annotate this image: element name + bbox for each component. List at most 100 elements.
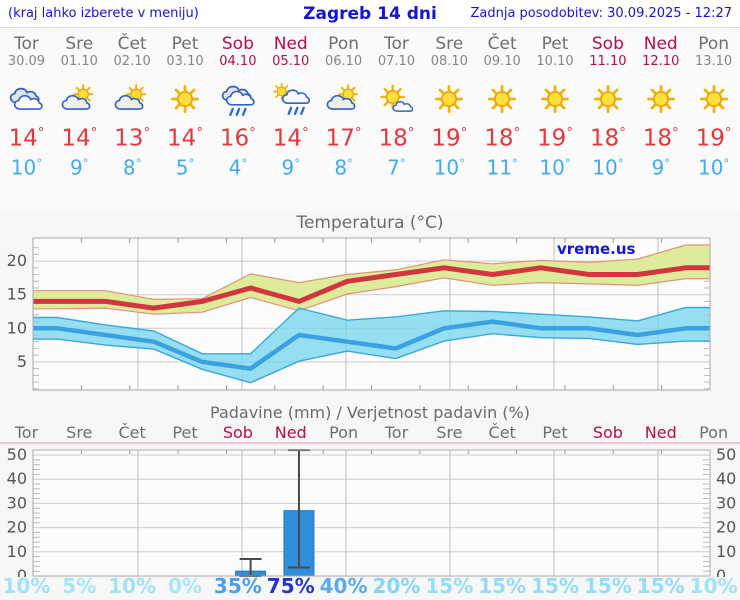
temp-max: 14° [167,125,203,152]
forecast-day[interactable]: Pet 03.10 14° 5° [159,28,212,212]
mostly-sunny-icon [370,82,423,117]
sunny-icon [159,82,212,117]
temp-min: 4° [228,155,248,180]
forecast-day[interactable]: Sre 08.10 19° 10° [423,28,476,212]
precip-day-labels: Tor Sre Čet Pet Sob Ned Pon Tor Sre Čet Pet Sob Ned P… [0,423,740,442]
precip-day-label: Pet [542,423,568,442]
precip-chart: 0 0 10 10 20 20 30 30 40 40 50 50 [0,442,740,577]
temp-max: 17° [325,125,362,152]
day-date: 07.10 [377,54,416,69]
degree-symbol: ° [724,126,732,141]
forecast-day[interactable]: Tor 07.10 18° 7° [370,28,423,212]
temp-max: 14° [272,125,309,152]
temp-max: 14° [61,125,98,152]
precip-day-label: Čet [488,423,516,442]
precip-probability: 20% [372,574,421,598]
precip-probability: 15% [583,574,632,598]
temp-max: 19° [431,125,468,152]
day-name: Tor [384,34,409,54]
svg-text:20: 20 [7,251,27,270]
temp-max: 19° [537,125,573,152]
degree-symbol: ° [302,126,309,141]
forecast-day[interactable]: Čet 02.10 13° 8° [106,28,159,212]
degree-symbol: ° [135,155,142,170]
degree-symbol: ° [617,155,624,170]
day-date: 01.10 [60,54,98,69]
day-date: 08.10 [430,54,468,69]
svg-text:50: 50 [716,445,736,464]
day-name: Tor [13,34,39,54]
forecast-day[interactable]: Ned 12.10 18° 9° [634,28,687,212]
degree-symbol: ° [196,126,203,141]
temp-min: 9° [70,155,89,180]
sunny-icon [423,82,476,117]
partly-icon [106,82,159,117]
forecast-day[interactable]: Pon 06.10 17° 8° [317,28,370,212]
temperature-chart: 5 10 15 20 vreme.us [7,237,711,391]
precip-probability: 15% [636,574,685,598]
temp-min: 7° [387,155,406,180]
forecast-day[interactable]: Pet 10.10 19° 10° [529,28,582,212]
temp-max: 16° [219,125,256,152]
svg-text:15: 15 [7,285,27,304]
degree-symbol: ° [619,126,626,141]
temp-min: 11° [486,155,518,180]
degree-symbol: ° [82,155,89,170]
precip-prob-labels: 10% 5% 10% 0% 35% 75% 40% 20% 15% 15% 15% 15% 15% 10% [0,574,740,598]
forecast-day[interactable]: Čet 09.10 18° 11° [476,28,529,212]
temp-min: 10° [592,155,624,180]
temp-max: 18° [484,125,521,152]
day-date: 03.10 [166,54,204,69]
degree-symbol: ° [90,126,98,141]
precip-day-label: Tor [14,423,39,442]
degree-symbol: ° [566,126,573,141]
temp-max: 13° [114,125,151,152]
sunny-icon [687,82,740,117]
degree-symbol: ° [460,126,468,141]
day-name: Ned [643,34,678,54]
svg-text:50: 50 [7,445,27,464]
precip-probability: 10% [108,574,157,598]
day-name: Sre [65,34,94,54]
temp-max: 19° [695,125,732,152]
forecast-day[interactable]: Sre 01.10 14° 9° [53,28,106,212]
forecast-day[interactable]: Sob 04.10 16° 4° [211,28,264,212]
svg-text:40: 40 [716,469,736,488]
degree-symbol: ° [36,155,43,170]
degree-symbol: ° [188,155,195,170]
page-title: Zagreb 14 dni [303,4,437,24]
degree-symbol: ° [249,126,256,141]
temp-max: 18° [378,125,415,152]
day-date: 30.09 [7,54,46,69]
day-name: Čet [487,34,517,54]
forecast-day[interactable]: Ned 05.10 14° 9° [264,28,317,212]
svg-text:40: 40 [7,469,27,488]
svg-text:10: 10 [7,542,27,561]
header: (kraj lahko izberete v meniju) Zagreb 14… [0,0,740,28]
degree-symbol: ° [354,126,362,141]
day-name: Pon [328,34,359,54]
degree-symbol: ° [407,126,415,141]
last-updated: Zadnja posodobitev: 30.09.2025 - 12:27 [470,6,732,21]
precip-day-label: Čet [118,423,146,442]
precip-day-label: Pon [699,423,729,442]
sunny-icon [529,82,582,117]
day-name: Čet [117,34,147,54]
watermark-link[interactable]: vreme.us [557,240,636,258]
forecast-day[interactable]: Pon 13.10 19° 10° [687,28,740,212]
partly-icon [53,82,106,117]
temp-max: 14° [8,125,45,152]
precip-day-label: Tor [384,423,409,442]
forecast-day[interactable]: Tor 30.09 14° 10° [0,28,53,212]
degree-symbol: ° [513,126,521,141]
precip-day-label: Sre [66,423,93,442]
temp-min: 8° [122,155,142,180]
svg-text:30: 30 [716,493,736,512]
svg-text:10: 10 [7,318,27,337]
precip-probability: 75% [266,574,315,598]
svg-text:20: 20 [716,518,736,537]
precip-chart-title: Padavine (mm) / Verjetnost padavin (%) [210,403,530,422]
day-date: 09.10 [483,54,521,69]
precip-probability: 15% [531,574,579,598]
forecast-day[interactable]: Sob 11.10 18° 10° [581,28,634,212]
